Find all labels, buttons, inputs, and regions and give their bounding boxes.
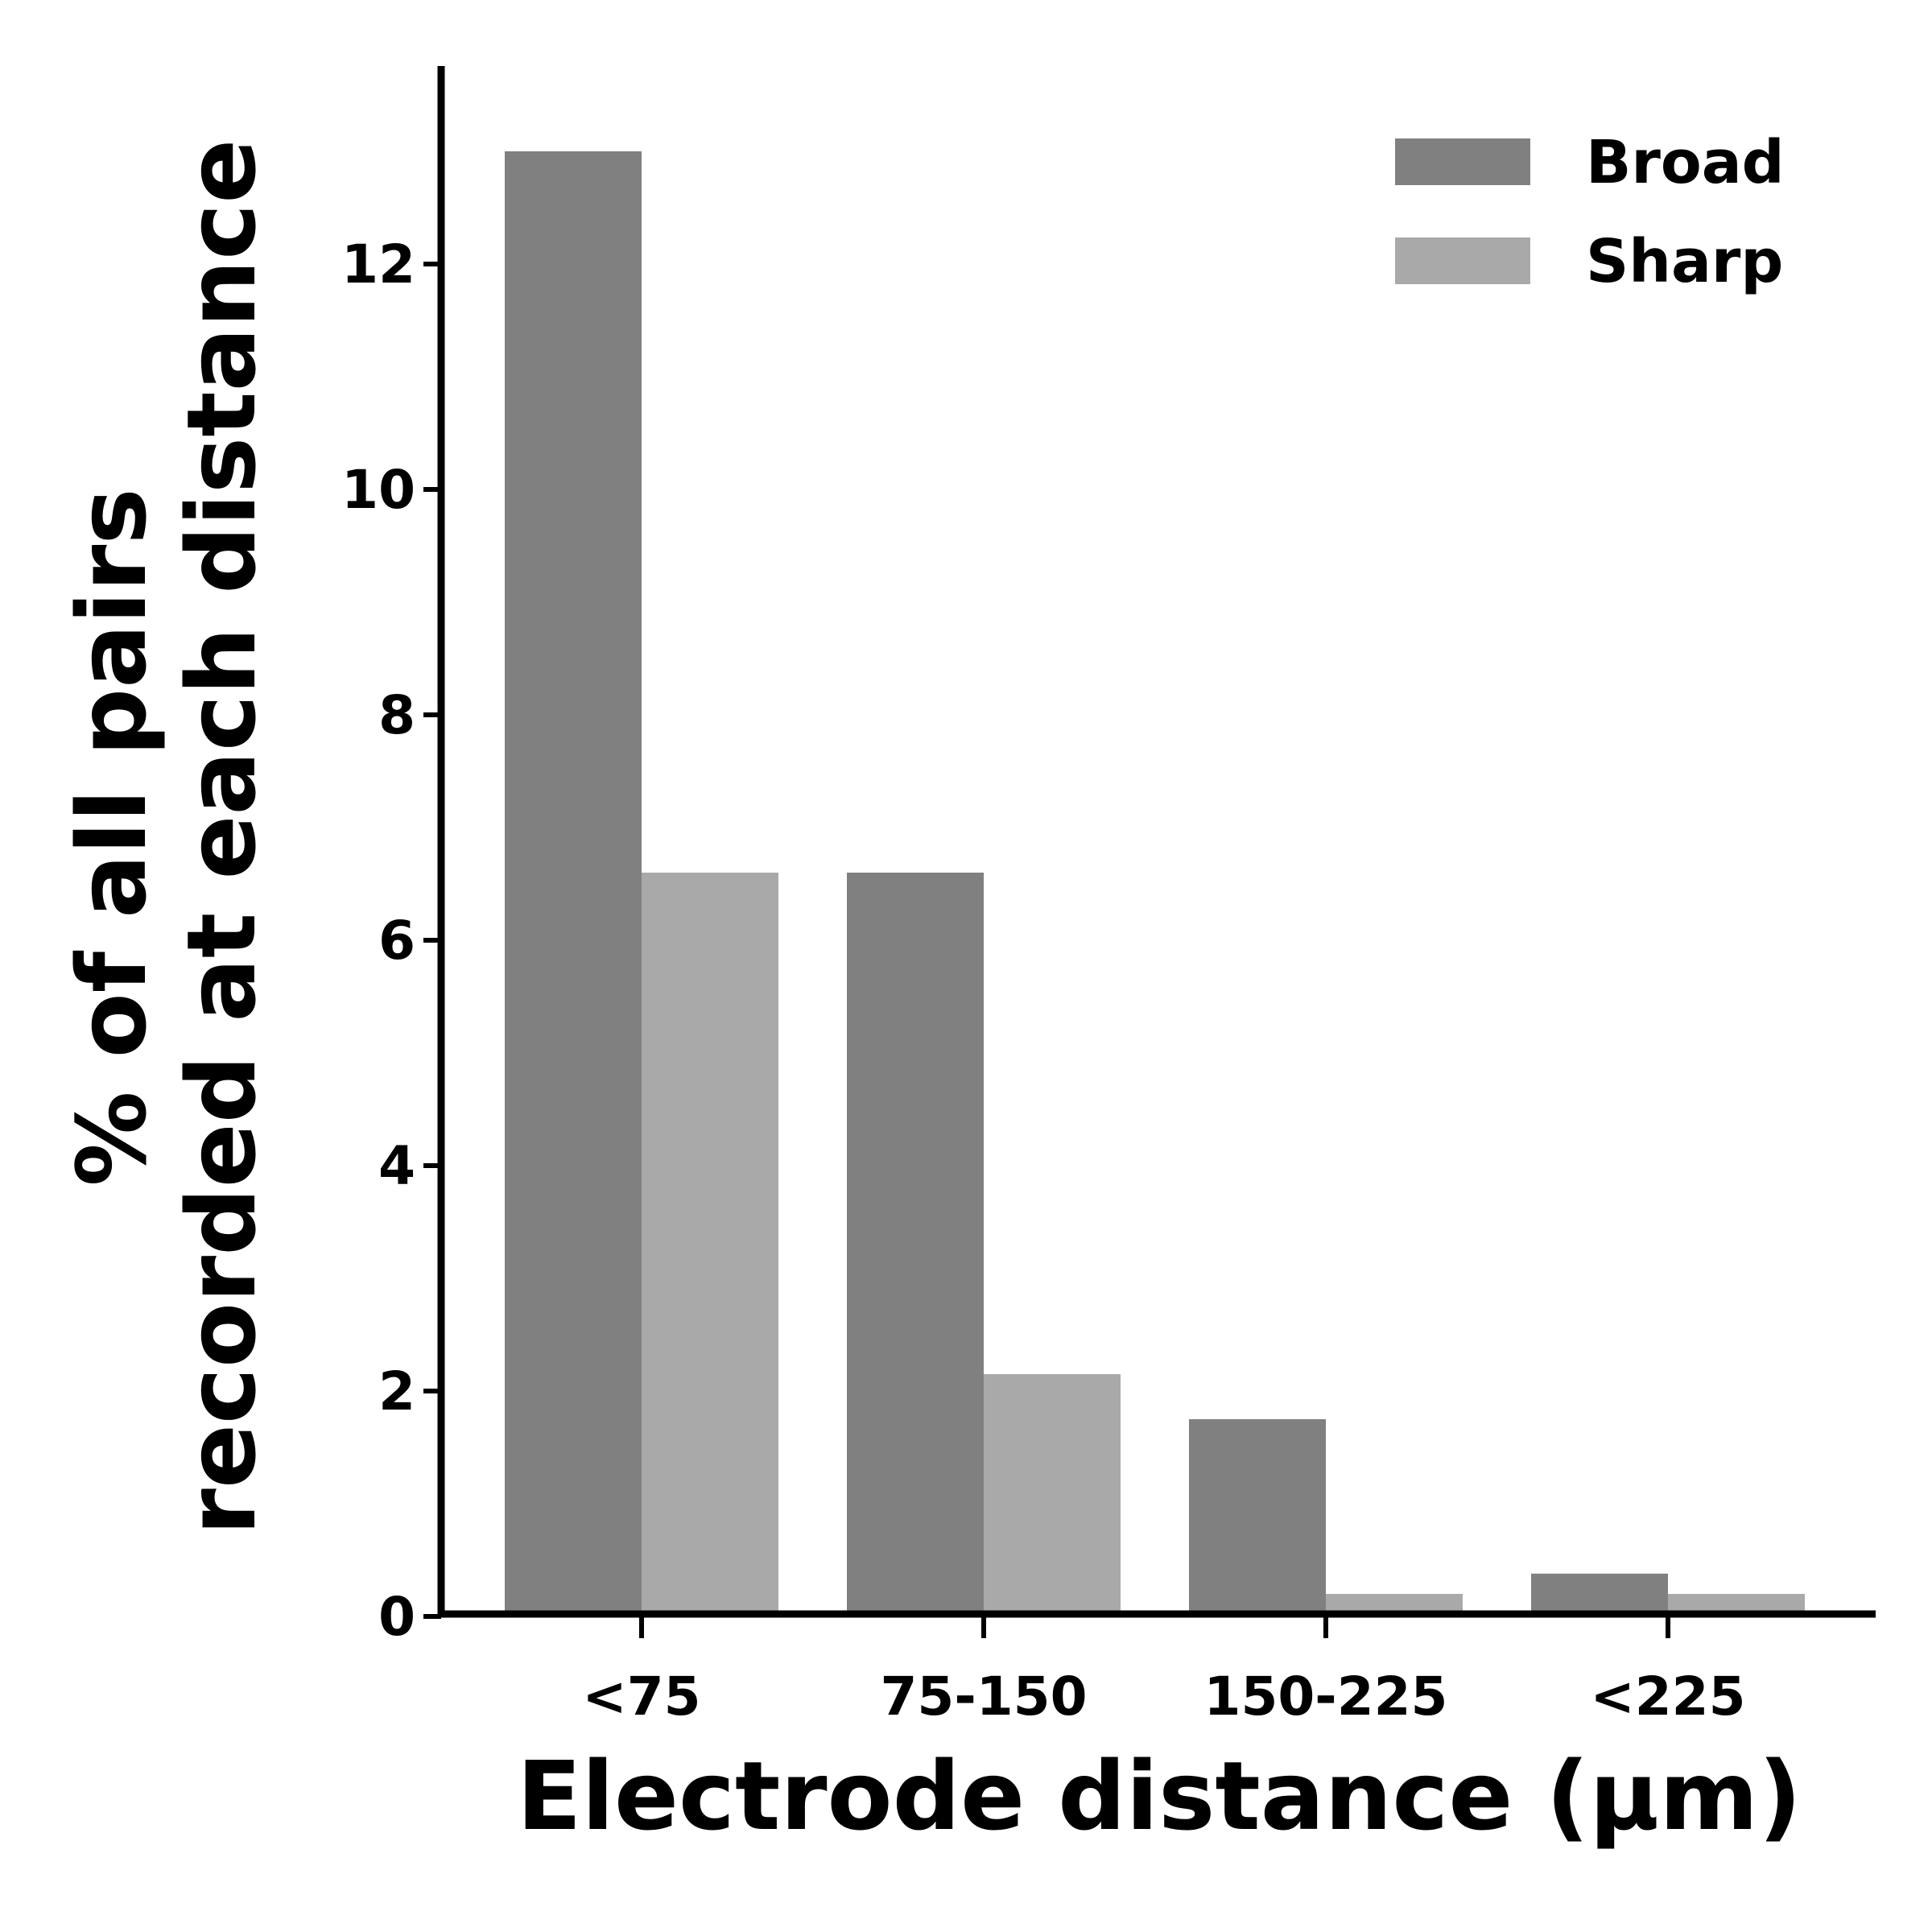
x-ticks-group: <75 75-150 150-225 <225: [582, 1614, 1746, 1728]
bar-sharp-1: [984, 1374, 1121, 1616]
y-axis-label-line-2: recorded at each distance: [166, 139, 277, 1535]
y-tick-label: 8: [378, 684, 415, 746]
y-tick-label: 2: [378, 1360, 415, 1422]
y-tick-label: 12: [341, 233, 415, 295]
y-ticks-group: 0 2 4 6 8 10 12: [341, 233, 441, 1648]
bar-broad-1: [847, 873, 984, 1616]
y-tick-label: 4: [378, 1135, 415, 1197]
y-tick-label: 10: [341, 459, 415, 521]
y-tick-label: 0: [378, 1586, 415, 1648]
bar-broad-0: [505, 151, 642, 1616]
bar-sharp-0: [642, 873, 778, 1616]
bars-group: [505, 151, 1805, 1616]
y-axis-label: % of all pairs recorded at each distance: [56, 139, 277, 1535]
legend-label-sharp: Sharp: [1586, 227, 1783, 296]
x-tick-label: <75: [582, 1666, 700, 1728]
legend-swatch-sharp: [1395, 237, 1530, 284]
x-tick-label: 75-150: [880, 1666, 1087, 1728]
bar-broad-3: [1531, 1573, 1668, 1616]
x-tick-label: 150-225: [1204, 1666, 1448, 1728]
legend-swatch-broad: [1395, 138, 1530, 185]
legend-label-broad: Broad: [1586, 128, 1785, 197]
x-tick-label: <225: [1590, 1666, 1745, 1728]
legend: Broad Sharp: [1395, 128, 1785, 296]
y-tick-label: 6: [378, 910, 415, 972]
x-axis-label: Electrode distance (μm): [517, 1740, 1802, 1852]
y-axis-label-line-1: % of all pairs: [56, 488, 167, 1186]
bar-broad-2: [1189, 1419, 1326, 1616]
